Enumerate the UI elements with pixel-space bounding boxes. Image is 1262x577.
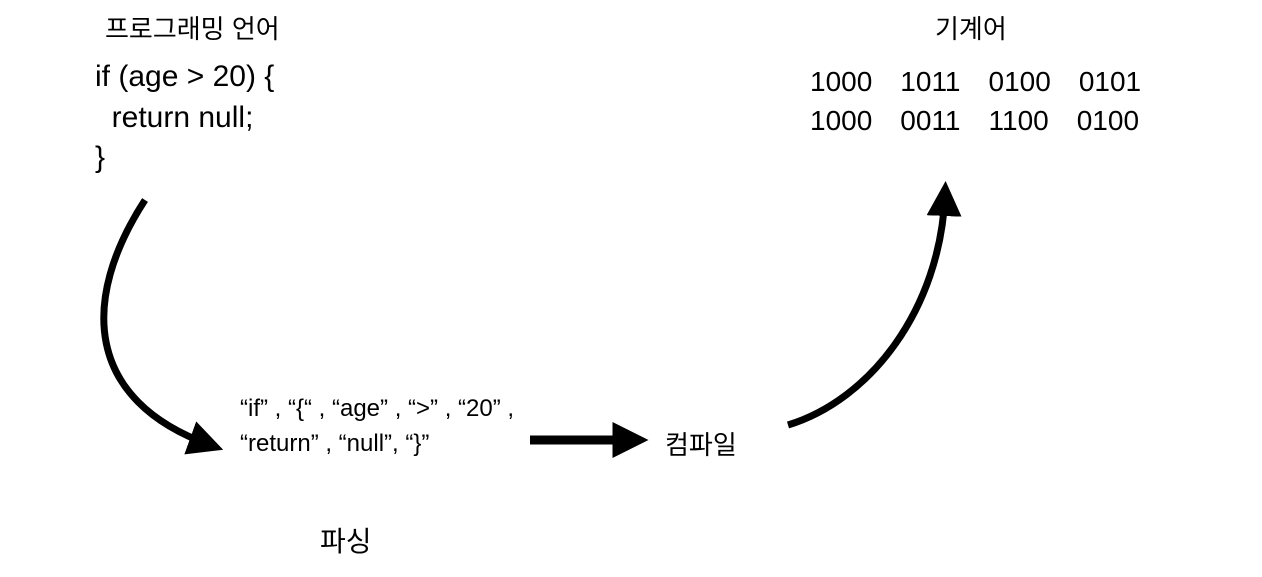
arrow-code-to-tokens xyxy=(104,200,210,445)
arrows-layer xyxy=(0,0,1262,577)
compilation-diagram: 프로그래밍 언어 if (age > 20) { return null; } … xyxy=(0,0,1262,577)
arrow-compile-to-machine xyxy=(788,195,945,425)
